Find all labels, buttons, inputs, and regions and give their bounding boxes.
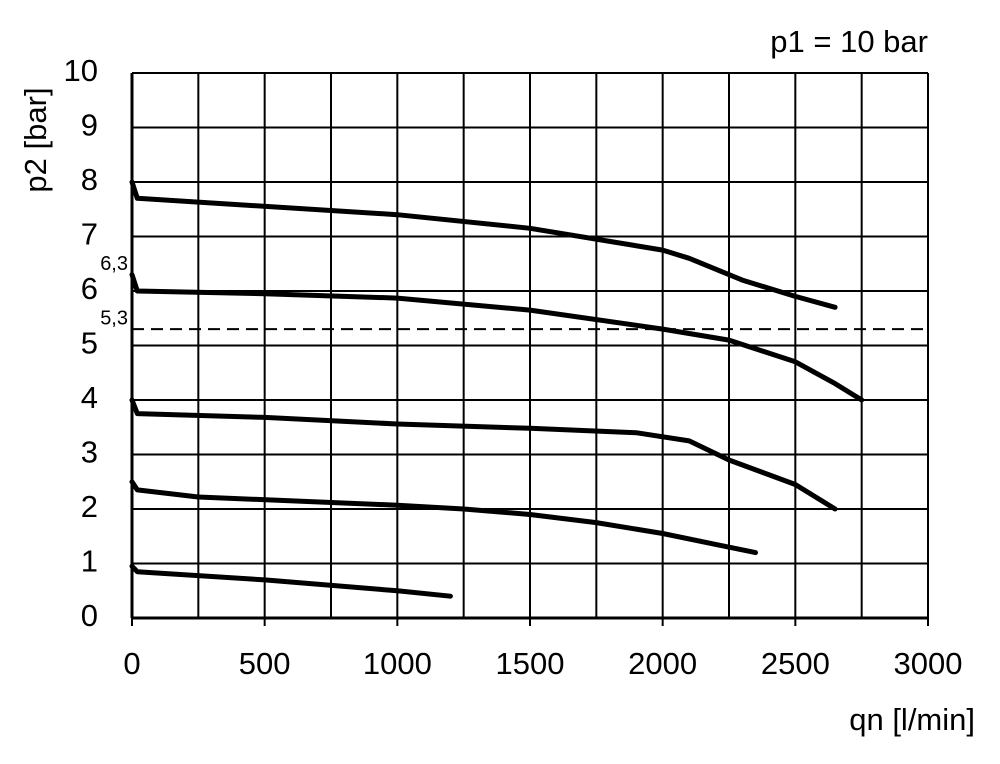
annotation: 5,3 [100,307,128,329]
y-tick-label: 0 [81,598,98,633]
x-axis-title: qn [l/min] [849,702,975,737]
x-tick-label: 2500 [761,646,830,681]
data-line [129,179,838,310]
data-line [129,272,865,403]
x-tick-label: 500 [239,646,291,681]
x-tick-label: 3000 [894,646,963,681]
y-tick-label: 7 [81,217,98,252]
y-tick-label: 9 [81,108,98,143]
y-tick-label: 8 [81,162,98,197]
x-tick-label: 1000 [363,646,432,681]
y-tick-label: 4 [81,380,98,415]
x-tick-label: 0 [123,646,140,681]
x-tick-label: 1500 [496,646,565,681]
data-line [129,479,758,556]
y-tick-label: 3 [81,435,98,470]
y-axis-title: p2 [bar] [18,87,53,192]
y-tick-label: 10 [64,53,98,88]
y-tick-label: 5 [81,326,98,361]
x-tick-label: 2000 [628,646,697,681]
data-line [129,397,838,512]
annotation: 6,3 [100,253,128,275]
y-tick-label: 1 [81,544,98,579]
data-line [129,563,453,599]
annotation: p1 = 10 bar [770,24,928,59]
y-tick-label: 2 [81,489,98,524]
y-tick-label: 6 [81,271,98,306]
